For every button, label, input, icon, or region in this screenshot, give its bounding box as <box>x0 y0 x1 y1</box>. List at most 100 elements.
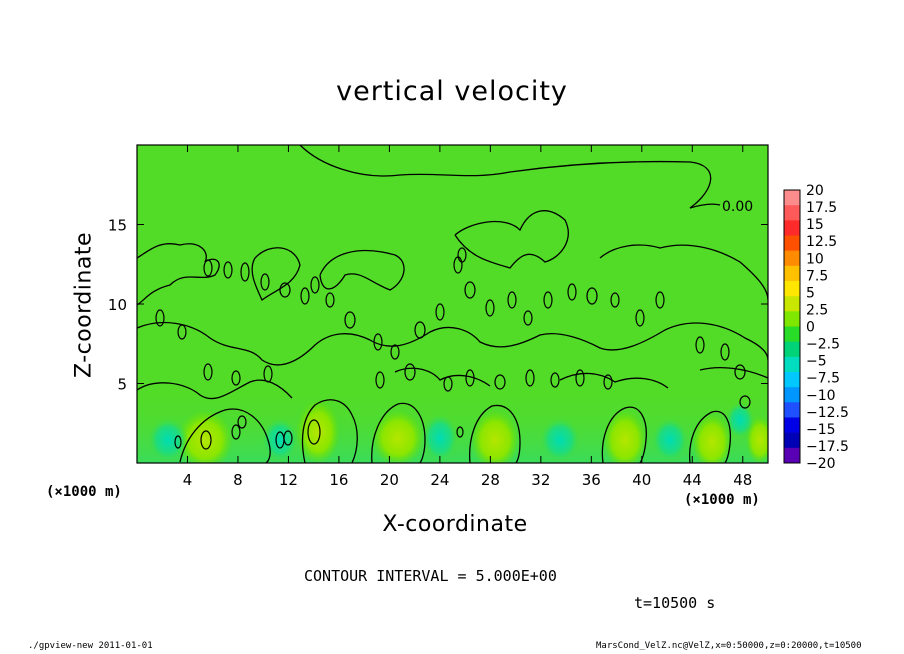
small-contour <box>734 364 746 380</box>
x-axis-ticks: 4 8 12 16 20 24 28 32 36 40 44 48 <box>183 145 752 489</box>
small-contour <box>203 363 213 381</box>
small-contour <box>435 303 445 321</box>
colorbar-label: −20 <box>806 456 836 472</box>
colorbar-label: 15 <box>806 217 824 233</box>
x-tick-label: 16 <box>329 471 348 489</box>
colorbar-swatch <box>784 235 800 251</box>
colorbar-label: −17.5 <box>806 439 849 455</box>
colorbar-label: −2.5 <box>806 337 840 353</box>
small-contour <box>586 287 598 305</box>
colorbar-label: 10 <box>806 251 824 267</box>
time-label: t=10500 s <box>634 594 716 612</box>
small-contour <box>550 372 560 388</box>
small-contour <box>443 376 453 392</box>
x-axis-label: X-coordinate <box>382 512 528 537</box>
small-contour <box>373 333 383 351</box>
small-contour <box>485 299 495 317</box>
small-contour <box>404 363 416 381</box>
small-contour <box>240 262 250 282</box>
downdraft-blob <box>148 418 188 462</box>
colorbar-label: −12.5 <box>806 405 849 421</box>
core-contour <box>307 419 321 445</box>
colorbar-swatch <box>784 417 800 433</box>
small-contour <box>695 336 705 354</box>
colorbar-swatch <box>784 447 800 464</box>
small-contour <box>575 369 585 387</box>
small-contour <box>456 426 464 438</box>
x-tick-label: 12 <box>279 471 298 489</box>
x-tick-label: 24 <box>430 471 449 489</box>
x-tick-label: 40 <box>632 471 651 489</box>
small-contour <box>177 324 187 340</box>
x-unit-right: (×1000 m) <box>684 492 760 508</box>
small-contour <box>464 281 476 299</box>
downdraft-blob <box>540 418 580 462</box>
colorbar-swatch <box>784 281 800 297</box>
colorbar-label: 7.5 <box>806 268 828 284</box>
downdraft-blob <box>422 414 458 462</box>
small-contour <box>231 424 241 440</box>
colorbar-swatch <box>784 387 800 403</box>
colorbar-label: 17.5 <box>806 200 837 216</box>
footer-left: ./gpview-new 2011-01-01 <box>28 641 153 651</box>
colorbar-swatch <box>784 372 800 388</box>
small-contour <box>174 435 182 449</box>
colorbar-swatch <box>784 190 800 206</box>
colorbar-swatch <box>784 265 800 282</box>
small-contour <box>543 291 553 309</box>
colorbar-swatch <box>784 341 800 358</box>
small-contour <box>603 374 613 390</box>
x-tick-label: 8 <box>233 471 243 489</box>
downdraft-blob <box>652 418 688 462</box>
colorbar-label: 0 <box>806 320 815 336</box>
small-contour <box>457 247 467 263</box>
small-contour <box>203 259 213 277</box>
colorbar-swatch <box>784 296 800 312</box>
small-contour <box>739 395 751 409</box>
colorbar-label: 5 <box>806 285 815 301</box>
colorbar-label: 12.5 <box>806 234 837 250</box>
small-contour <box>720 343 730 361</box>
x-unit-left: (×1000 m) <box>46 484 122 500</box>
y-tick-label: 10 <box>108 296 127 314</box>
small-contour <box>525 369 535 387</box>
colorbar-swatch <box>784 402 800 418</box>
y-tick-label: 5 <box>117 376 127 394</box>
small-contour <box>375 371 385 389</box>
colorbar-label: −5 <box>806 354 827 370</box>
small-contours <box>155 247 751 450</box>
contour-lines <box>137 145 768 463</box>
small-contour <box>300 287 310 305</box>
colorbar-label: 20 <box>806 183 824 199</box>
footer-right: MarsCond_VelZ.nc@VelZ,x=0:50000,z=0:2000… <box>596 641 862 651</box>
colorbar-swatch <box>784 432 800 449</box>
x-tick-label: 48 <box>733 471 752 489</box>
colorbar-swatch <box>784 250 800 267</box>
small-contour <box>414 321 426 339</box>
x-tick-label: 20 <box>380 471 399 489</box>
small-contour <box>507 291 517 309</box>
small-contour <box>494 374 506 390</box>
y-tick-label: 15 <box>108 217 127 235</box>
small-contour <box>610 292 620 308</box>
x-tick-label: 36 <box>582 471 601 489</box>
updraft-blob <box>372 410 424 463</box>
chart-title: vertical velocity <box>336 76 568 107</box>
colorbar-swatch <box>784 356 800 373</box>
contour-value-label: 0.00 <box>722 199 753 215</box>
small-contour <box>223 261 233 279</box>
colorbar-swatch <box>784 311 800 327</box>
small-contour <box>344 311 356 329</box>
colorbar-label: −7.5 <box>806 371 840 387</box>
small-contour <box>390 344 400 360</box>
small-contour <box>263 365 273 383</box>
updraft-blob <box>603 410 647 463</box>
colorbar-swatch <box>784 205 800 221</box>
updraft-blob <box>692 414 732 463</box>
small-contour <box>155 309 165 327</box>
colorbar-frame <box>783 189 801 464</box>
x-tick-label: 4 <box>183 471 193 489</box>
small-contour <box>325 292 335 308</box>
